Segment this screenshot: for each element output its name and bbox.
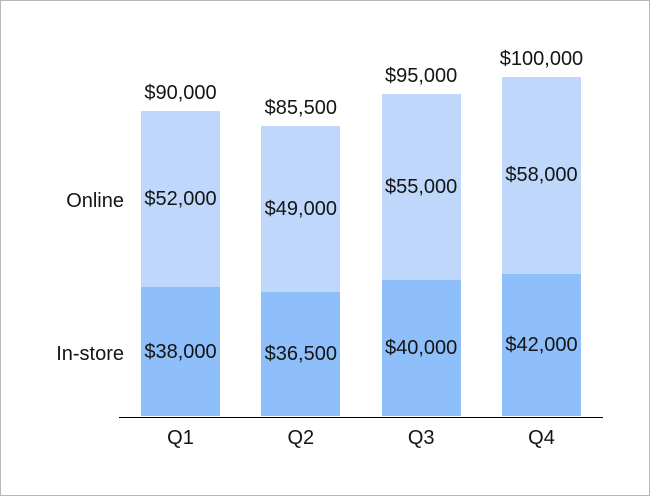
bar-segment-in-store: $42,000	[501, 273, 581, 416]
bar-q4: $58,000 $42,000	[501, 76, 581, 416]
bar-segment-in-store: $38,000	[141, 287, 220, 416]
x-axis-category-label: Q2	[287, 427, 315, 449]
bar-segment-in-store: $36,500	[261, 292, 341, 416]
bar-segment-in-store: $40,000	[381, 280, 461, 416]
bar-total-label: $90,000	[144, 81, 217, 104]
bar-segment-online: $49,000	[261, 125, 341, 293]
bar-q2: $49,000 $36,500	[261, 125, 341, 416]
x-axis-category-label: Q1	[167, 427, 194, 449]
x-axis-line	[119, 416, 603, 419]
x-axis-category-label: Q4	[528, 427, 555, 449]
series-label-online: Online	[66, 189, 124, 212]
x-axis-category-label: Q3	[407, 427, 435, 449]
bar-segment-online: $58,000	[501, 76, 581, 274]
bar-segment-online: $52,000	[141, 110, 220, 288]
bar-q3: $55,000 $40,000	[381, 93, 461, 416]
bar-total-label: $95,000	[385, 64, 458, 87]
bar-q1: $52,000 $38,000	[141, 110, 220, 416]
bar-total-label: $100,000	[499, 47, 584, 70]
series-label-in-store: In-store	[56, 342, 124, 365]
bar-total-label: $85,500	[264, 96, 337, 119]
bar-segment-online: $55,000	[381, 93, 461, 281]
